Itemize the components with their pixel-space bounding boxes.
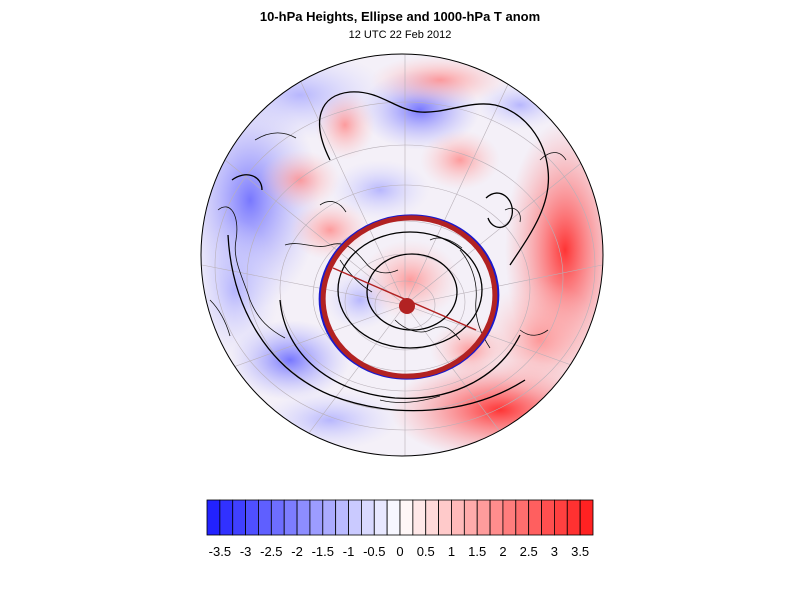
height-contour [318, 91, 550, 266]
colorbar-tick-label: -3.5 [209, 544, 231, 559]
colorbar-tick-label: -2.5 [260, 544, 282, 559]
colorbar-box [206, 499, 221, 536]
colorbar-box [348, 499, 362, 536]
colorbar-tick-label: 3 [551, 544, 558, 559]
colorbar-tick-label: -0.5 [363, 544, 385, 559]
height-contours [227, 91, 550, 412]
colorbar-box [245, 499, 259, 536]
colorbar-box [283, 499, 298, 536]
colorbar-tick-label: 1.5 [468, 544, 486, 559]
colorbar-box [451, 499, 465, 536]
colorbar-box [296, 499, 311, 536]
vortex-ellipse [318, 214, 500, 380]
globe-border [200, 53, 604, 457]
colorbar-box [554, 499, 568, 536]
colorbar-tick-label: 3.5 [571, 544, 589, 559]
chart-subtitle: 12 UTC 22 Feb 2012 [348, 29, 452, 41]
colorbar-box [579, 499, 594, 536]
colorbar-box [322, 499, 337, 536]
colorbar-box [335, 499, 349, 536]
colorbar-box [412, 499, 427, 536]
colorbar-box [219, 499, 234, 536]
graticule [201, 55, 603, 456]
colorbar-box [232, 499, 247, 536]
colorbar-box [502, 499, 517, 536]
ellipse-center-marker [399, 298, 415, 314]
ellipse-red-ring [320, 215, 498, 379]
colorbar-box [566, 499, 581, 536]
colorbar-box [270, 499, 285, 536]
colorbar-box [489, 499, 504, 536]
colorbar-tick-label: -2 [291, 544, 303, 559]
colorbar-tick-label: 0 [396, 544, 403, 559]
colorbar-box [386, 499, 401, 536]
colorbar-box [258, 499, 272, 536]
chart-title: 10-hPa Heights, Ellipse and 1000-hPa T a… [259, 9, 541, 24]
colorbar-box [399, 499, 414, 536]
colorbar-tick-label: -1.5 [312, 544, 334, 559]
colorbar-box [541, 499, 555, 536]
colorbar-tick-label: -3 [240, 544, 252, 559]
colorbar-box [463, 499, 478, 536]
colorbar-box [373, 499, 388, 536]
colorbar-box [360, 499, 375, 536]
colorbar-box [309, 499, 324, 536]
colorbar-tick-label: 1 [448, 544, 455, 559]
colorbar-tick-label: 2.5 [520, 544, 538, 559]
colorbar-tick-label: 0.5 [417, 544, 435, 559]
colorbar-box [425, 499, 440, 536]
colorbar-box [515, 499, 530, 536]
colorbar-box [438, 499, 452, 536]
coastlines [209, 132, 567, 403]
colorbar-tick-label: 2 [499, 544, 506, 559]
colorbar-box [476, 499, 491, 536]
colorbar-box [528, 499, 542, 536]
colorbar-tick-label: -1 [343, 544, 355, 559]
